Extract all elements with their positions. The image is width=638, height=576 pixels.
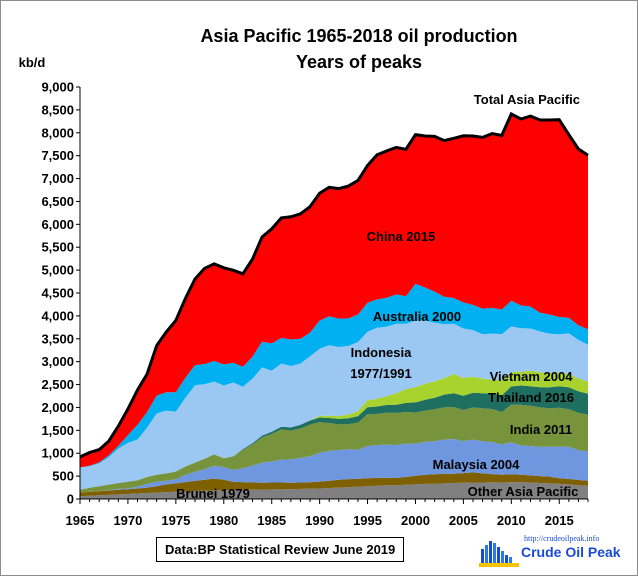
area-other-asia-pacific: [80, 482, 588, 499]
logo-url: http://crudeoilpeak.info: [524, 534, 600, 543]
y-tick-label: 1,000: [41, 446, 74, 461]
label-brunei: Brunei 1979: [176, 486, 250, 501]
y-tick-label: 3,000: [41, 354, 74, 369]
total-line: [79, 111, 589, 459]
x-tick-label: 1990: [305, 513, 334, 528]
area-brunei-1979: [80, 472, 588, 497]
label-thailand: Thailand 2016: [488, 390, 574, 405]
area-australia-2000: [80, 283, 588, 468]
y-tick-label: 7,000: [41, 171, 74, 186]
x-tick-label: 2000: [401, 513, 430, 528]
y-tick-label: 2,500: [41, 377, 74, 392]
x-tick-label: 2015: [545, 513, 574, 528]
area-thailand-2016: [80, 385, 588, 490]
y-tick-label: 3,500: [41, 331, 74, 346]
label-other-asia-pacific: Other Asia Pacific: [468, 484, 579, 499]
chart-subtitle: Years of peaks: [296, 52, 422, 72]
series-labels: Total Asia Pacific China 2015 Australia …: [176, 92, 580, 501]
y-tick-label: 6,500: [41, 194, 74, 209]
y-tick-label: 8,500: [41, 102, 74, 117]
x-tick-label: 1975: [161, 513, 190, 528]
label-australia: Australia 2000: [373, 309, 461, 324]
label-malaysia: Malaysia 2004: [433, 457, 521, 472]
area-indonesia-1977-1991: [80, 320, 588, 490]
crude-oil-peak-logo-icon: [479, 541, 519, 567]
logo-name: Crude Oil Peak: [521, 544, 621, 560]
area-vietnam-2004: [80, 370, 588, 490]
y-tick-label: 4,000: [41, 308, 74, 323]
x-tick-label: 2010: [497, 513, 526, 528]
x-tick-label: 1970: [113, 513, 142, 528]
y-tick-label: 7,500: [41, 148, 74, 163]
x-tick-label: 1980: [209, 513, 238, 528]
x-tick-label: 1965: [66, 513, 95, 528]
y-tick-label: 2,000: [41, 400, 74, 415]
label-china: China 2015: [367, 229, 436, 244]
axes: 0 500 1,000 1,500 2,000 2,500 3,000 3,500 4,000 4…: [41, 80, 589, 528]
x-tick-label: 1995: [353, 513, 382, 528]
area-india-2011: [80, 404, 588, 493]
stacked-areas: [79, 111, 589, 499]
y-tick-label: 4,500: [41, 286, 74, 301]
label-indonesia: Indonesia: [351, 345, 412, 360]
chart-title: Asia Pacific 1965-2018 oil production: [200, 26, 517, 46]
data-source-note: Data:BP Statistical Review June 2019: [156, 537, 405, 562]
x-tick-label: 2005: [449, 513, 478, 528]
y-tick-label: 0: [67, 492, 74, 507]
area-malaysia-2004: [80, 439, 588, 493]
label-total-asia-pacific: Total Asia Pacific: [474, 92, 580, 107]
y-tick-label: 5,000: [41, 263, 74, 278]
y-axis-label: kb/d: [19, 55, 46, 70]
label-india: India 2011: [510, 422, 572, 437]
x-tick-label: 1985: [257, 513, 286, 528]
y-tick-label: 1,500: [41, 423, 74, 438]
area-china-2015: [80, 114, 588, 468]
y-tick-label: 6,000: [41, 217, 74, 232]
y-tick-label: 500: [52, 469, 74, 484]
y-tick-label: 9,000: [41, 80, 74, 95]
y-tick-label: 5,500: [41, 240, 74, 255]
label-vietnam: Vietnam 2004: [490, 369, 574, 384]
y-tick-label: 8,000: [41, 125, 74, 140]
label-indonesia-years: 1977/1991: [350, 366, 411, 381]
